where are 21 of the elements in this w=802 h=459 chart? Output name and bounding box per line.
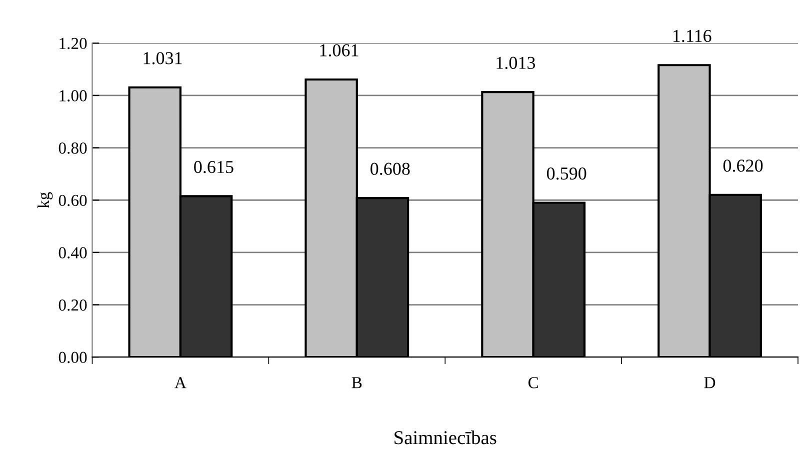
y-tick-label: 0.80 — [58, 142, 87, 154]
data-label: 0.590 — [546, 167, 586, 180]
x-tick-label: A — [174, 377, 186, 388]
y-axis-title: kg — [37, 192, 53, 208]
y-tick-label: 1.00 — [60, 90, 87, 102]
data-label: 0.615 — [194, 160, 234, 174]
x-tick-label: D — [704, 377, 716, 388]
y-tick-label: 0.60 — [58, 194, 87, 206]
data-label: 0.620 — [723, 160, 763, 172]
x-tick-label: B — [352, 377, 362, 388]
data-label: 1.013 — [496, 56, 536, 70]
y-tick-label: 0.40 — [58, 247, 87, 258]
x-tick-label: C — [528, 377, 538, 388]
y-tick-label: 0.20 — [58, 299, 87, 311]
y-tick-label: 0.00 — [58, 352, 87, 364]
y-tick-label: 1.20 — [60, 38, 87, 50]
data-label: 1.031 — [144, 52, 182, 64]
data-label: 0.608 — [370, 162, 410, 175]
data-label: 1.116 — [673, 30, 712, 42]
x-axis-title: Saimniecības — [394, 430, 496, 444]
data-label: 1.061 — [320, 44, 358, 56]
